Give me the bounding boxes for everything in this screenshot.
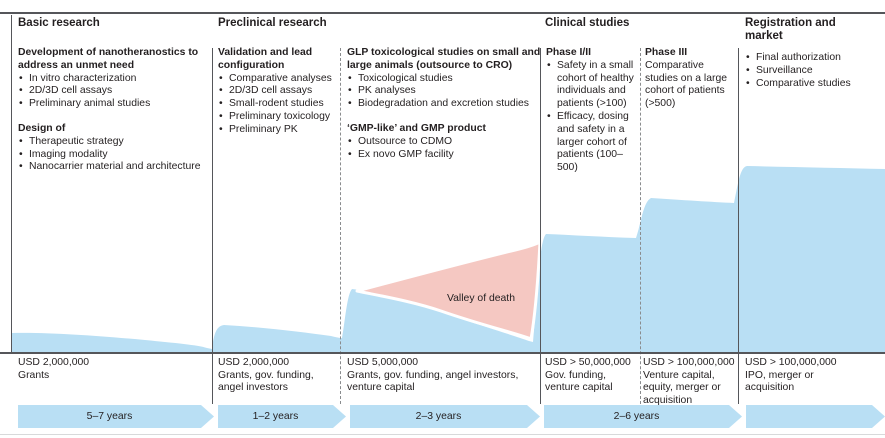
left-border-line (11, 15, 12, 352)
list-item: Preliminary animal studies (18, 98, 204, 111)
timeline-arrow-glp: 2–3 years (350, 405, 540, 428)
list-item: Small-rodent studies (218, 98, 342, 111)
timeline-arrow-basic: 5–7 years (18, 405, 214, 428)
block-validation: Validation and lead configuration Compar… (218, 47, 342, 137)
funding-amount: USD 2,000,000 (218, 357, 290, 368)
list-item: Outsource to CDMO (347, 136, 543, 149)
list-item: Ex novo GMP facility (347, 149, 543, 162)
timeline: 5–7 years 1–2 years 2–3 years 2–6 years (0, 405, 885, 428)
block-development-need: Development of nanotheranostics to addre… (18, 47, 204, 111)
block-registration: Final authorization Surveillance Compara… (745, 52, 878, 90)
stage-header-basic-research: Basic research (18, 17, 100, 29)
funding-amount: USD 5,000,000 (347, 357, 419, 368)
funding-registration: USD > 100,000,000 IPO, merger or acquisi… (745, 357, 855, 395)
block-heading: Validation and lead configuration (218, 47, 313, 71)
list-item: Efficacy, dosing and safety in a larger … (546, 111, 639, 175)
funding-sources: Grants (18, 369, 50, 381)
list-item: Toxicological studies (347, 73, 543, 86)
block-phase-1-2: Phase I/II Safety in a small cohort of h… (546, 47, 639, 175)
funding-amount: USD > 100,000,000 (643, 357, 735, 368)
bottom-rule (0, 352, 885, 354)
column-phase-1-2: Phase I/II Safety in a small cohort of h… (546, 47, 639, 175)
funding-sources: IPO, merger or acquisition (745, 369, 814, 394)
list-item: Nanocarrier material and architecture (18, 161, 204, 174)
stage-header-preclinical-research: Preclinical research (218, 17, 327, 29)
list-item: Safety in a small cohort of healthy indi… (546, 60, 639, 111)
list-item: Final authorization (745, 52, 878, 65)
list-item: In vitro characterization (18, 73, 204, 86)
separator-validation-glp-dashed (340, 48, 341, 404)
list-item: Preliminary toxicology (218, 111, 342, 124)
funding-phase-3: USD > 100,000,000 Venture capital, equit… (643, 357, 736, 407)
separator-phase12-phase3-dashed (640, 48, 641, 404)
timeline-arrow-clinical: 2–6 years (544, 405, 742, 428)
funding-level-area (11, 166, 885, 352)
list-item: 2D/3D cell assays (18, 85, 204, 98)
block-phase-3: Phase III Comparative studies on a large… (645, 47, 736, 111)
valley-of-death-label: Valley of death (447, 293, 515, 304)
timeline-arrow-registration (746, 405, 885, 428)
separator-basic-preclinical (212, 48, 213, 404)
stage-header-registration-market: Registration and market (745, 17, 836, 42)
funding-validation: USD 2,000,000 Grants, gov. funding, ange… (218, 357, 336, 395)
separator-preclinical-clinical (540, 48, 541, 404)
list-item: Therapeutic strategy (18, 136, 204, 149)
column-phase-3: Phase III Comparative studies on a large… (645, 47, 736, 111)
funding-glp-gmp: USD 5,000,000 Grants, gov. funding, ange… (347, 357, 527, 395)
column-validation-lead: Validation and lead configuration Compar… (218, 47, 342, 137)
block-heading: GLP toxicological studies on small and l… (347, 47, 541, 71)
block-gmp-product: ‘GMP-like’ and GMP product Outsource to … (347, 123, 543, 161)
column-glp-gmp: GLP toxicological studies on small and l… (347, 47, 543, 161)
column-registration-market: Final authorization Surveillance Compara… (745, 52, 878, 90)
funding-amount: USD 2,000,000 (18, 357, 90, 368)
funding-basic: USD 2,000,000 Grants (18, 357, 198, 382)
block-heading: Design of (18, 122, 66, 134)
footer-rule (0, 434, 885, 435)
block-glp-studies: GLP toxicological studies on small and l… (347, 47, 543, 111)
list-item: Surveillance (745, 65, 878, 78)
funding-amount: USD > 100,000,000 (745, 357, 837, 368)
list-item: Comparative studies (745, 78, 878, 91)
timeline-arrow-validation: 1–2 years (218, 405, 346, 428)
funding-sources: Grants, gov. funding, angel investors, v… (347, 369, 519, 394)
funding-phase-1-2: USD > 50,000,000 Gov. funding, venture c… (545, 357, 637, 395)
funding-amount: USD > 50,000,000 (545, 357, 631, 368)
funding-sources: Gov. funding, venture capital (545, 369, 613, 394)
block-design-of: Design of Therapeutic strategy Imaging m… (18, 123, 204, 174)
block-heading: Phase III (645, 47, 688, 58)
funding-sources: Grants, gov. funding, angel investors (218, 369, 314, 394)
block-heading: ‘GMP-like’ and GMP product (347, 122, 486, 134)
funding-sources: Venture capital, equity, merger or acqui… (643, 369, 721, 406)
list-item: Comparative analyses (218, 73, 342, 86)
separator-clinical-registration (738, 48, 739, 404)
stage-header-clinical-studies: Clinical studies (545, 17, 630, 29)
valley-of-death-area (355, 240, 542, 341)
block-heading: Development of nanotheranostics to addre… (18, 47, 199, 71)
list-item: Imaging modality (18, 149, 204, 162)
list-item: PK analyses (347, 85, 543, 98)
column-basic-research: Development of nanotheranostics to addre… (18, 47, 204, 174)
list-item: Biodegradation and excretion studies (347, 98, 543, 111)
list-item: 2D/3D cell assays (218, 85, 342, 98)
block-text: Comparative studies on a large cohort of… (645, 59, 728, 110)
top-rule (0, 12, 885, 14)
block-heading: Phase I/II (546, 47, 592, 58)
list-item: Preliminary PK (218, 124, 342, 137)
